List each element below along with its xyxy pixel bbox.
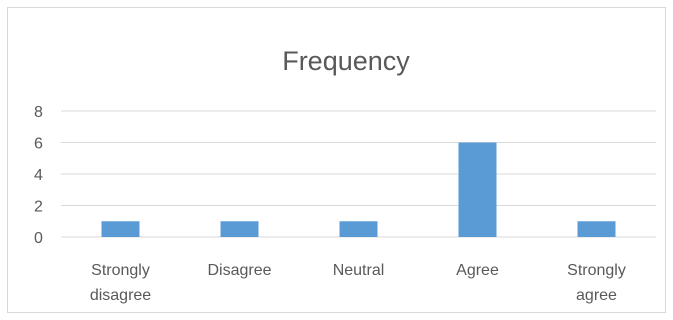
bar-disagree [220, 221, 259, 237]
x-category-label: Disagree [207, 262, 271, 279]
y-axis-ticks: 0 2 4 6 8 [34, 104, 43, 247]
bar-agree [458, 142, 497, 237]
y-tick-label: 8 [34, 104, 43, 121]
x-category-label: Strongly [91, 262, 150, 279]
y-tick-label: 4 [34, 167, 43, 184]
x-category-label: Agree [456, 262, 499, 279]
bars [101, 142, 616, 237]
bar-strongly-agree [577, 221, 616, 237]
y-tick-label: 2 [34, 199, 43, 216]
bar-neutral [339, 221, 378, 237]
x-category-label: disagree [90, 287, 151, 304]
x-category-label: Neutral [333, 262, 385, 279]
y-tick-label: 0 [34, 230, 43, 247]
x-axis-categories: Strongly disagree Disagree Neutral Agree Stro… [90, 262, 626, 304]
chart-title: Frequency [282, 46, 410, 76]
chart-frame [7, 7, 666, 313]
x-category-label: Strongly [567, 262, 626, 279]
x-category-label: agree [576, 287, 617, 304]
gridlines [61, 110, 656, 238]
bar-strongly-disagree [101, 221, 140, 237]
y-tick-label: 6 [34, 136, 43, 153]
